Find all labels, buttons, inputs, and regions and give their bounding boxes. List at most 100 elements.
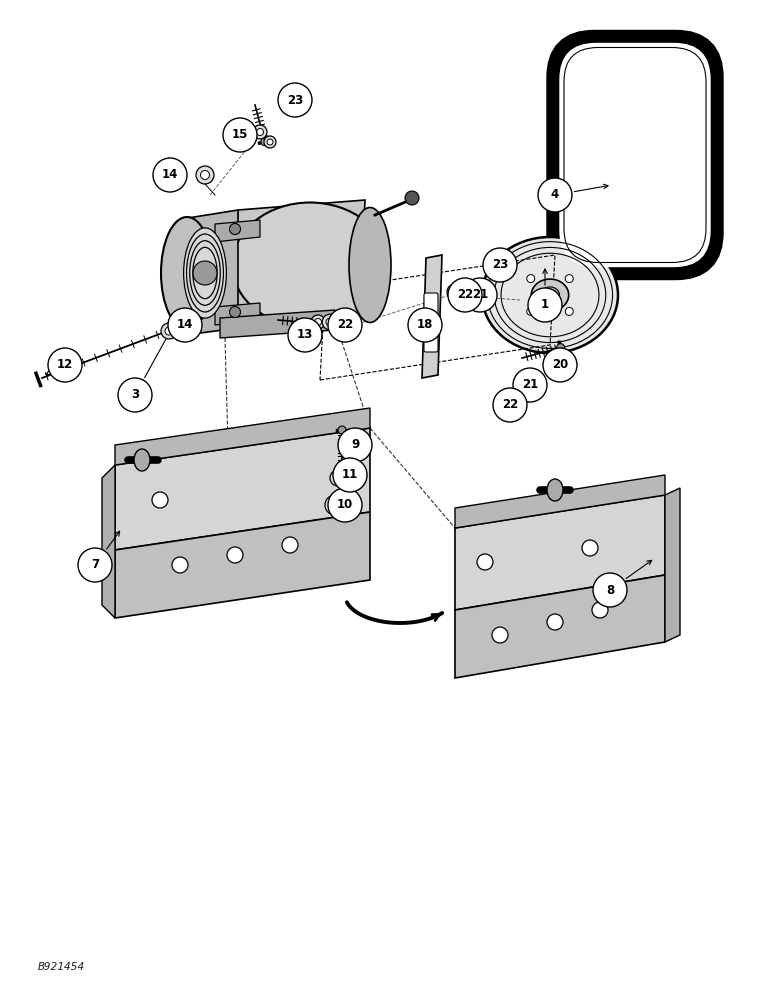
Polygon shape <box>220 310 335 338</box>
Circle shape <box>483 248 517 282</box>
Text: 20: 20 <box>552 359 568 371</box>
Circle shape <box>278 83 312 117</box>
Circle shape <box>493 388 527 422</box>
Text: 22: 22 <box>502 398 518 412</box>
Text: 21: 21 <box>522 378 538 391</box>
Circle shape <box>543 348 577 382</box>
Circle shape <box>223 118 257 152</box>
Ellipse shape <box>531 279 569 311</box>
Ellipse shape <box>184 228 226 318</box>
Circle shape <box>229 306 241 318</box>
Ellipse shape <box>349 208 391 322</box>
Polygon shape <box>215 303 260 325</box>
Polygon shape <box>455 575 665 678</box>
Ellipse shape <box>161 217 213 329</box>
Text: 11: 11 <box>342 468 358 482</box>
Text: 15: 15 <box>232 128 248 141</box>
FancyBboxPatch shape <box>560 44 710 267</box>
Circle shape <box>565 275 574 283</box>
Text: 22: 22 <box>337 318 353 332</box>
Ellipse shape <box>482 237 618 353</box>
Circle shape <box>152 492 168 508</box>
Text: 21: 21 <box>472 288 488 302</box>
Circle shape <box>328 488 362 522</box>
Circle shape <box>497 394 513 410</box>
Circle shape <box>592 602 608 618</box>
Circle shape <box>261 138 269 146</box>
Circle shape <box>333 458 367 492</box>
Polygon shape <box>102 465 115 618</box>
Circle shape <box>267 139 273 145</box>
Circle shape <box>229 224 241 234</box>
Circle shape <box>314 318 321 326</box>
Circle shape <box>497 259 503 265</box>
Circle shape <box>513 368 547 402</box>
Text: 22: 22 <box>457 288 473 302</box>
Text: 12: 12 <box>57 359 73 371</box>
Circle shape <box>557 344 564 352</box>
Polygon shape <box>115 512 370 618</box>
Circle shape <box>538 178 572 212</box>
Ellipse shape <box>540 287 560 303</box>
Ellipse shape <box>134 449 150 471</box>
Polygon shape <box>235 200 365 328</box>
Circle shape <box>463 278 497 312</box>
Circle shape <box>282 537 298 553</box>
Text: 9: 9 <box>351 438 359 452</box>
Circle shape <box>472 292 478 298</box>
Circle shape <box>528 288 562 322</box>
Polygon shape <box>115 428 370 550</box>
Polygon shape <box>455 495 665 610</box>
Text: 4: 4 <box>551 188 559 201</box>
Polygon shape <box>215 220 260 242</box>
Polygon shape <box>665 488 680 642</box>
Text: 13: 13 <box>297 328 313 342</box>
Polygon shape <box>185 210 238 335</box>
FancyBboxPatch shape <box>424 293 438 352</box>
Circle shape <box>338 426 346 434</box>
Circle shape <box>325 495 345 515</box>
Circle shape <box>329 499 341 511</box>
Polygon shape <box>115 408 370 465</box>
Circle shape <box>196 166 214 184</box>
Circle shape <box>408 308 442 342</box>
Circle shape <box>165 327 173 335</box>
Polygon shape <box>520 375 530 389</box>
Polygon shape <box>494 255 506 268</box>
Circle shape <box>118 378 152 412</box>
Circle shape <box>78 548 112 582</box>
Circle shape <box>256 128 263 135</box>
Circle shape <box>522 379 528 385</box>
Circle shape <box>338 428 372 462</box>
Text: B921454: B921454 <box>38 962 85 972</box>
Text: 10: 10 <box>337 498 353 512</box>
Circle shape <box>565 307 574 315</box>
Circle shape <box>547 614 563 630</box>
Circle shape <box>501 398 509 406</box>
Circle shape <box>334 474 342 482</box>
Circle shape <box>582 540 598 556</box>
Text: 14: 14 <box>177 318 193 332</box>
Circle shape <box>593 573 627 607</box>
Circle shape <box>201 170 209 180</box>
Circle shape <box>316 320 323 328</box>
Circle shape <box>253 125 267 139</box>
Circle shape <box>527 275 535 283</box>
Circle shape <box>448 278 482 312</box>
Circle shape <box>451 288 459 296</box>
Text: 14: 14 <box>162 168 178 182</box>
Text: 3: 3 <box>131 388 139 401</box>
Text: 8: 8 <box>606 584 614 596</box>
Circle shape <box>328 308 362 342</box>
Ellipse shape <box>232 202 388 328</box>
Circle shape <box>405 191 419 205</box>
Text: 23: 23 <box>492 258 508 271</box>
Text: 7: 7 <box>91 558 99 572</box>
Circle shape <box>288 318 322 352</box>
Text: 23: 23 <box>287 94 303 106</box>
Polygon shape <box>422 255 442 378</box>
Circle shape <box>311 315 325 329</box>
Circle shape <box>330 470 346 486</box>
Circle shape <box>264 136 276 148</box>
Circle shape <box>447 284 463 300</box>
